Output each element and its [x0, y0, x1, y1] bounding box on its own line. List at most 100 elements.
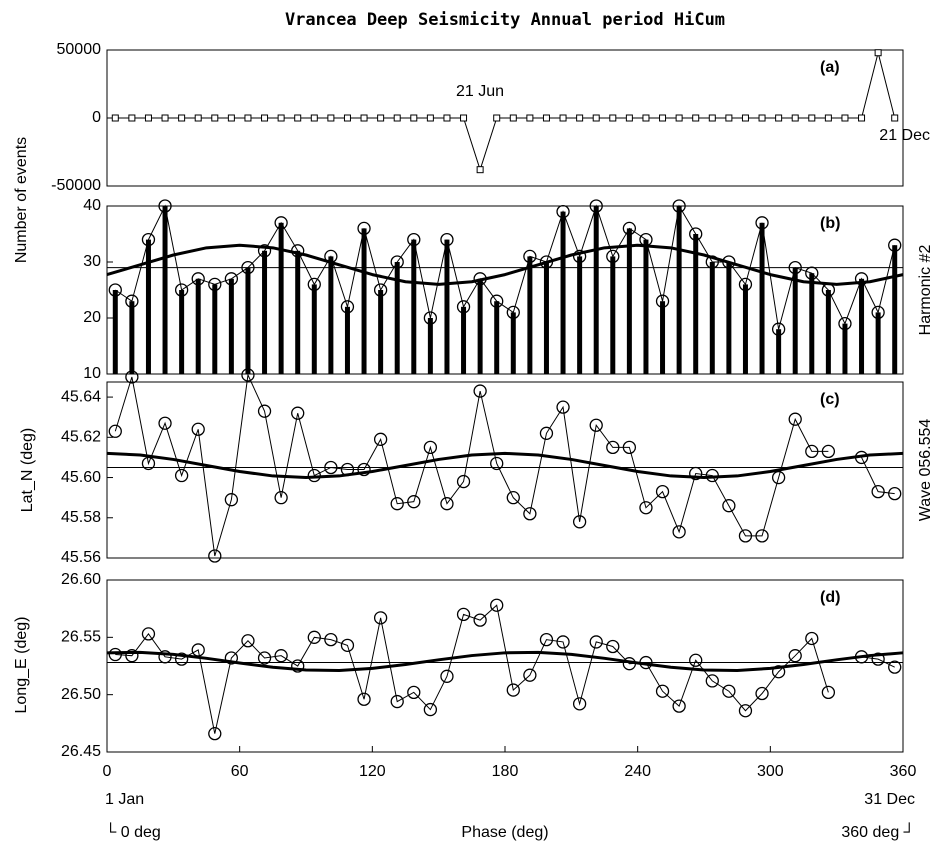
marker	[821, 685, 836, 700]
x-tick-label: 360	[890, 763, 917, 780]
data-line	[115, 204, 896, 330]
marker	[572, 515, 587, 529]
stem	[776, 329, 782, 374]
stem	[726, 262, 732, 374]
y-tick-label: 30	[83, 253, 101, 270]
marker	[274, 649, 288, 663]
marker	[738, 529, 753, 543]
marker	[158, 416, 172, 430]
marker	[888, 238, 902, 252]
marker	[609, 114, 617, 122]
data-line	[115, 604, 829, 734]
stem	[179, 290, 185, 374]
marker	[655, 684, 670, 698]
marker	[791, 114, 799, 122]
marker	[642, 114, 650, 122]
data-line	[115, 52, 896, 172]
stem	[610, 256, 616, 374]
plot-frame	[106, 381, 904, 559]
marker	[725, 114, 733, 122]
marker	[440, 497, 454, 511]
stem	[311, 284, 317, 374]
stem	[145, 239, 151, 374]
x-tick-label: 0	[103, 763, 112, 780]
stem	[295, 250, 301, 374]
right-label: Wave 056.554	[917, 419, 934, 522]
marker	[327, 114, 335, 122]
marker	[556, 204, 570, 219]
marker	[174, 468, 189, 483]
marker	[108, 424, 122, 438]
marker	[788, 649, 802, 663]
stem	[543, 262, 549, 374]
marker	[291, 406, 305, 420]
x-tick-label: 240	[624, 763, 651, 780]
marker	[874, 49, 882, 57]
marker	[141, 627, 156, 641]
marker	[824, 114, 832, 122]
marker	[224, 651, 239, 665]
marker	[589, 199, 603, 213]
x-note: └ 0 deg	[105, 822, 161, 841]
stem	[842, 323, 848, 374]
marker	[755, 686, 769, 701]
y-tick-label: 26.45	[61, 743, 101, 760]
marker	[241, 260, 255, 275]
y-tick-label: 26.50	[61, 686, 101, 703]
stem	[510, 312, 516, 374]
marker	[373, 432, 388, 446]
marker	[211, 114, 219, 122]
marker	[377, 114, 385, 122]
marker	[208, 277, 222, 292]
marker	[456, 474, 471, 489]
marker	[125, 294, 139, 308]
marker	[755, 216, 769, 230]
panel-label: (b)	[820, 215, 840, 232]
marker	[589, 418, 603, 432]
marker	[672, 199, 686, 213]
marker	[128, 114, 136, 122]
marker	[407, 685, 421, 700]
marker	[423, 702, 438, 717]
marker	[357, 221, 371, 236]
marker	[307, 277, 321, 292]
marker	[158, 650, 172, 664]
marker	[125, 370, 139, 384]
marker	[891, 114, 899, 122]
marker	[407, 495, 421, 509]
y-axis-label: Number of events	[13, 137, 30, 263]
marker	[456, 607, 471, 622]
marker	[606, 249, 620, 264]
y-tick-label: 45.64	[61, 388, 101, 405]
marker	[473, 384, 487, 398]
marker	[108, 283, 122, 297]
stem	[626, 228, 632, 374]
chart-title: Vrancea Deep Seismicity Annual period Hi…	[285, 10, 725, 30]
stem	[875, 312, 881, 374]
stem	[411, 239, 417, 374]
stem	[759, 222, 765, 374]
marker	[390, 497, 404, 511]
marker	[858, 114, 866, 122]
stem	[444, 239, 450, 374]
marker	[440, 232, 454, 247]
marker	[407, 232, 421, 247]
marker	[423, 440, 438, 455]
marker	[161, 114, 169, 122]
marker	[257, 244, 272, 258]
marker	[208, 549, 222, 563]
marker	[257, 651, 272, 665]
marker	[523, 668, 537, 682]
stem	[527, 256, 533, 374]
data-line	[861, 457, 895, 495]
marker	[805, 631, 819, 646]
stem	[378, 290, 384, 374]
marker	[622, 221, 637, 236]
marker	[556, 635, 570, 649]
x-tick-label: 300	[757, 763, 784, 780]
marker	[675, 114, 683, 122]
marker	[108, 647, 122, 662]
marker	[841, 114, 849, 122]
x-note: 31 Dec	[864, 791, 915, 808]
